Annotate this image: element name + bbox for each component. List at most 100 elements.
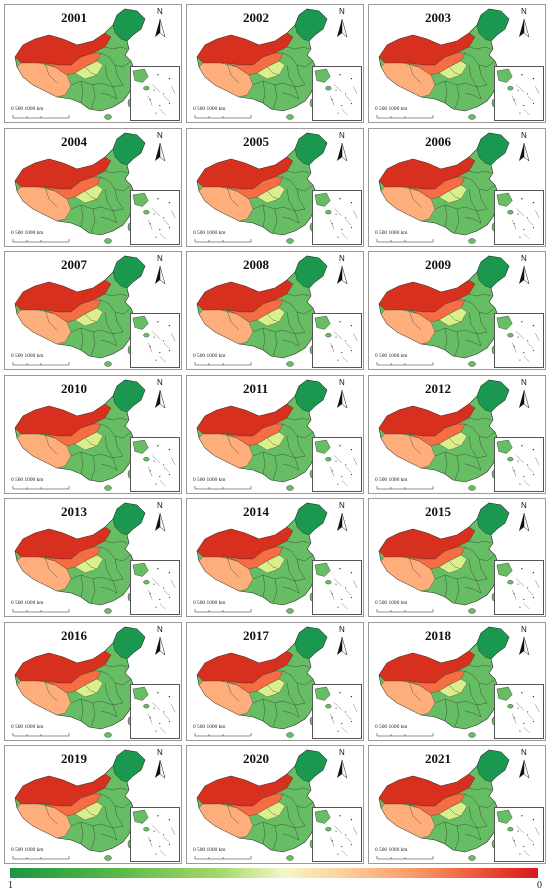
- south-china-sea-inset: [130, 560, 180, 615]
- panel-year-label: 2021: [425, 751, 451, 766]
- north-arrow-label: N: [157, 7, 163, 16]
- scale-bar-label: 0 500 1000 km: [375, 723, 408, 730]
- china-map: [194, 749, 348, 861]
- province-boundaries: [44, 540, 132, 604]
- map-panel-2004: 2004 N 0 500 1000 km: [4, 127, 182, 247]
- north-arrow-icon: [519, 265, 530, 285]
- north-arrow-icon: [519, 389, 530, 409]
- north-arrow-label: N: [157, 377, 163, 387]
- map-panel-2020: 2020 N 0 500 1000 km: [186, 745, 364, 864]
- scale-bar-label: 0 500 1000 km: [375, 353, 408, 359]
- scale-bar: [376, 609, 434, 613]
- province-boundaries: [44, 787, 132, 851]
- hainan-island: [104, 361, 112, 367]
- northeast-region: [294, 626, 328, 659]
- northwest-arid-region: [196, 773, 294, 807]
- south-china-sea-inset: [130, 436, 180, 492]
- china-map: [376, 502, 530, 614]
- inset-map: [496, 315, 540, 363]
- north-arrow-label: N: [157, 254, 163, 263]
- inset-map: [314, 315, 358, 363]
- map-panel-2006: 2006 N 0 500 1000 km: [368, 127, 546, 247]
- province-boundaries: [226, 293, 314, 357]
- scale-bar-label: 0 500 1000 km: [193, 723, 226, 730]
- northwest-arid-region: [378, 650, 476, 683]
- hainan-island: [468, 237, 476, 244]
- northwest-arid-region: [196, 526, 294, 560]
- north-arrow-label: N: [339, 748, 345, 757]
- hainan-island: [104, 114, 112, 120]
- province-boundaries: [226, 540, 314, 604]
- northeast-region: [294, 502, 328, 536]
- north-arrow-icon: [155, 265, 166, 285]
- north-arrow-label: N: [339, 377, 345, 387]
- hainan-island: [286, 855, 294, 861]
- panel-year-label: 2002: [243, 10, 269, 25]
- china-map: [12, 749, 166, 861]
- north-arrow-icon: [155, 142, 166, 162]
- north-arrow-label: N: [339, 7, 345, 16]
- map-panel-2005: 2005 N 0 500 1000 km: [186, 127, 364, 247]
- province-boundaries: [408, 293, 496, 357]
- scale-bar: [376, 362, 434, 366]
- scale-bar: [376, 485, 434, 489]
- north-arrow-label: N: [521, 7, 527, 16]
- panel-year-label: 2004: [61, 133, 87, 149]
- northeast-region: [112, 132, 146, 165]
- panel-year-label: 2016: [61, 627, 87, 643]
- panel-year-label: 2010: [61, 380, 87, 396]
- panel-year-label: 2005: [243, 133, 269, 149]
- scale-bar: [12, 485, 70, 489]
- transition-band: [408, 176, 466, 199]
- hainan-island: [104, 484, 112, 491]
- north-arrow-label: N: [339, 130, 345, 140]
- transition-band: [44, 546, 102, 570]
- south-china-sea-inset: [494, 560, 544, 615]
- south-china-sea-inset: [494, 189, 544, 245]
- northwest-arid-region: [14, 773, 112, 807]
- scale-bar: [376, 115, 434, 119]
- scale-bar: [12, 115, 70, 119]
- panel-year-label: 2008: [243, 257, 269, 272]
- province-boundaries: [44, 664, 132, 727]
- north-arrow-icon: [155, 389, 166, 409]
- northeast-region: [476, 626, 510, 659]
- panel-year-label: 2006: [425, 133, 451, 149]
- north-arrow-label: N: [157, 748, 163, 757]
- china-map: [194, 379, 348, 491]
- inset-map: [132, 439, 176, 486]
- northwest-arid-region: [196, 403, 294, 436]
- northeast-region: [112, 749, 146, 783]
- china-map: [12, 626, 166, 738]
- scale-bar-label: 0 500 1000 km: [375, 847, 408, 853]
- north-arrow-icon: [155, 636, 166, 656]
- northwest-arid-region: [14, 403, 112, 436]
- province-boundaries: [408, 170, 496, 233]
- inset-map: [132, 315, 176, 363]
- inset-map: [132, 809, 176, 857]
- transition-band: [408, 52, 466, 76]
- scale-bar: [194, 238, 252, 242]
- north-arrow-icon: [337, 389, 348, 409]
- inset-map: [132, 68, 176, 116]
- south-china-sea-inset: [130, 189, 180, 245]
- northwest-arid-region: [14, 32, 112, 66]
- province-boundaries: [44, 170, 132, 233]
- scale-bar: [194, 856, 252, 860]
- northeast-region: [112, 502, 146, 536]
- inset-map: [314, 192, 358, 239]
- transition-band: [44, 793, 102, 817]
- north-arrow-icon: [519, 142, 530, 162]
- south-china-sea-inset: [312, 560, 362, 615]
- province-boundaries: [44, 417, 132, 480]
- hainan-island: [468, 484, 476, 491]
- map-panel-2013: 2013 N 0 500 1000 km: [4, 498, 182, 617]
- northwest-arid-region: [378, 156, 476, 189]
- scale-bar: [12, 362, 70, 366]
- hainan-island: [468, 608, 476, 614]
- scale-bar-label: 0 500 1000 km: [193, 600, 226, 606]
- transition-band: [44, 670, 102, 693]
- scale-bar: [12, 856, 70, 860]
- scale-bar: [194, 115, 252, 119]
- scale-bar-label: 0 500 1000 km: [11, 353, 44, 359]
